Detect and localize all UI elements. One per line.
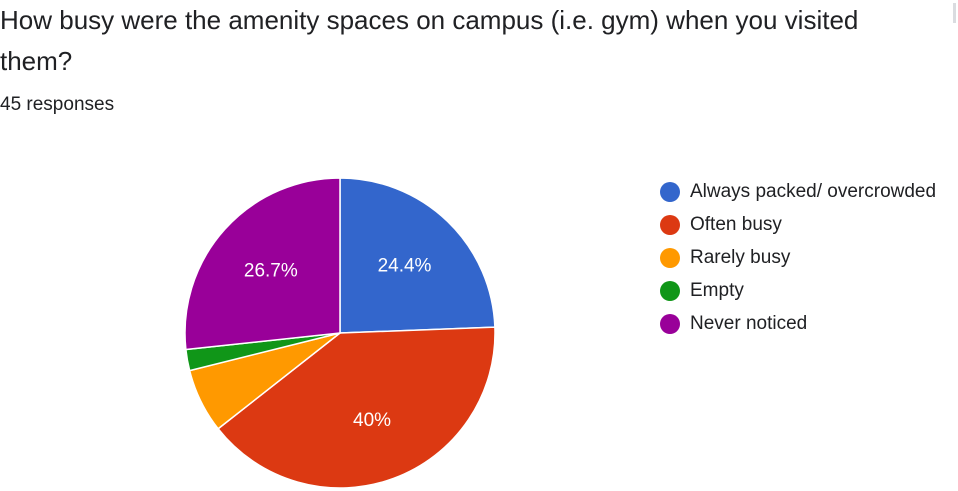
legend-item: Often busy (660, 208, 936, 241)
legend-swatch (660, 280, 680, 301)
legend-item: Never noticed (660, 307, 936, 340)
legend-item: Rarely busy (660, 241, 936, 274)
legend-label: Never noticed (690, 312, 808, 334)
response-count: 45 responses (0, 94, 115, 115)
question-title: How busy were the amenity spaces on camp… (0, 5, 859, 76)
legend-item: Always packed/ overcrowded (660, 175, 936, 208)
pie-slice-never-noticed (184, 177, 341, 351)
legend-label: Always packed/ overcrowded (690, 180, 937, 202)
legend-item: Empty (660, 274, 936, 307)
legend-swatch (660, 247, 680, 268)
chart-legend: Always packed/ overcrowded Often busy Rare… (660, 175, 936, 340)
pie-slice-label: 24.4% (378, 256, 432, 277)
legend-label: Rarely busy (690, 246, 791, 268)
scroll-edge-mark (953, 3, 956, 23)
legend-label: Often busy (690, 213, 782, 235)
legend-label: Empty (690, 279, 744, 301)
pie-slice-label: 26.7% (244, 260, 298, 281)
legend-swatch (660, 181, 680, 202)
legend-swatch (660, 214, 680, 235)
pie-slice-often-busy (217, 326, 496, 489)
pie-slice-label: 40% (353, 410, 391, 431)
legend-swatch (660, 313, 680, 334)
pie-slice-always-packed-overcrowded (339, 177, 496, 334)
